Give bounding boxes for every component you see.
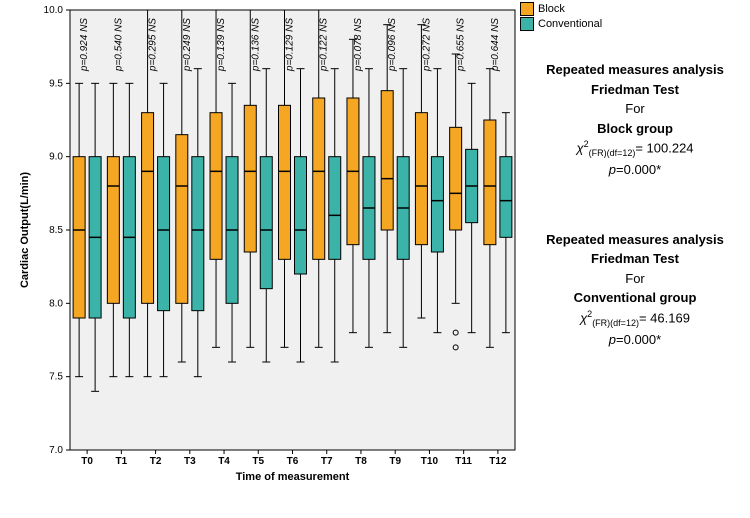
- stats-panel: Repeated measures analysis Friedman Test…: [530, 60, 740, 350]
- svg-text:Time of measurement: Time of measurement: [236, 471, 350, 483]
- svg-text:p=0.655 NS: p=0.655 NS: [456, 18, 467, 72]
- svg-text:Cardiac Output(L/min): Cardiac Output(L/min): [19, 172, 31, 288]
- stats-line: Conventional group: [530, 288, 740, 308]
- svg-text:T4: T4: [218, 456, 230, 467]
- svg-text:p=0.644 NS: p=0.644 NS: [490, 18, 501, 72]
- svg-text:T9: T9: [389, 456, 401, 467]
- svg-text:p=0.096 NS: p=0.096 NS: [387, 18, 398, 72]
- svg-text:p=0.249 NS: p=0.249 NS: [182, 18, 193, 72]
- svg-text:p=0.540 NS: p=0.540 NS: [113, 18, 124, 72]
- stats-line: For: [530, 269, 740, 289]
- svg-text:T7: T7: [321, 456, 333, 467]
- svg-text:T8: T8: [355, 456, 367, 467]
- svg-text:T1: T1: [116, 456, 128, 467]
- svg-text:10.0: 10.0: [44, 5, 64, 16]
- svg-text:7.0: 7.0: [49, 445, 63, 456]
- stats-chi: χ2(FR)(df=12)= 100.224: [530, 138, 740, 160]
- svg-text:8.5: 8.5: [49, 225, 63, 236]
- svg-text:9.5: 9.5: [49, 78, 63, 89]
- stats-line: Friedman Test: [530, 249, 740, 269]
- legend-item-block: Block: [520, 2, 602, 17]
- svg-text:p=0.924 NS: p=0.924 NS: [79, 18, 90, 72]
- svg-text:T6: T6: [287, 456, 299, 467]
- svg-text:p=0.295 NS: p=0.295 NS: [148, 18, 159, 72]
- svg-text:T11: T11: [455, 456, 472, 467]
- stats-block-a: Repeated measures analysis Friedman Test…: [530, 60, 740, 180]
- legend-label: Conventional: [538, 18, 602, 30]
- stats-line: Friedman Test: [530, 80, 740, 100]
- stats-line: For: [530, 99, 740, 119]
- stats-p: p=0.000*: [530, 330, 740, 350]
- svg-text:T3: T3: [184, 456, 196, 467]
- svg-text:T2: T2: [150, 456, 162, 467]
- legend-item-conventional: Conventional: [520, 17, 602, 32]
- stats-line: Block group: [530, 119, 740, 139]
- svg-text:p=0.272 NS: p=0.272 NS: [421, 18, 432, 72]
- svg-text:7.5: 7.5: [49, 372, 63, 383]
- svg-text:T12: T12: [489, 456, 507, 467]
- svg-text:p=0.136 NS: p=0.136 NS: [250, 18, 261, 72]
- svg-text:T10: T10: [421, 456, 439, 467]
- svg-text:T0: T0: [81, 456, 93, 467]
- legend-label: Block: [538, 3, 565, 15]
- stats-line: Repeated measures analysis: [530, 230, 740, 250]
- stats-p: p=0.000*: [530, 160, 740, 180]
- svg-text:p=0.122 NS: p=0.122 NS: [319, 18, 330, 72]
- svg-text:p=0.078 NS: p=0.078 NS: [353, 18, 364, 72]
- svg-text:8.0: 8.0: [49, 298, 63, 309]
- stats-line: Repeated measures analysis: [530, 60, 740, 80]
- svg-text:T5: T5: [252, 456, 264, 467]
- svg-text:9.0: 9.0: [49, 152, 63, 163]
- stats-chi: χ2(FR)(df=12)= 46.169: [530, 308, 740, 330]
- legend: Block Conventional: [520, 2, 602, 32]
- stats-block-b: Repeated measures analysis Friedman Test…: [530, 230, 740, 350]
- svg-text:p=0.139 NS: p=0.139 NS: [216, 18, 227, 72]
- svg-text:p=0.129 NS: p=0.129 NS: [285, 18, 296, 72]
